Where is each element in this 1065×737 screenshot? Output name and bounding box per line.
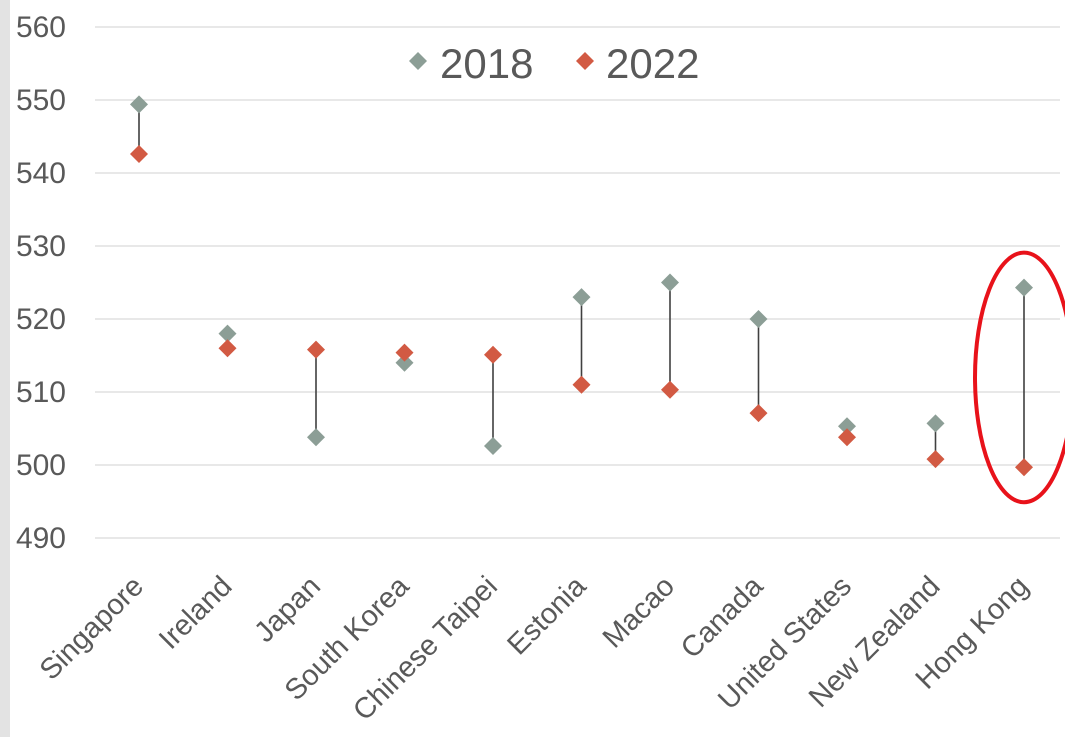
x-tick-label: Ireland (153, 570, 238, 655)
x-tick-label: Singapore (34, 570, 150, 686)
y-axis-tick-labels: 490 500 510 520 530 540 550 560 (16, 11, 66, 555)
marker-2022-4 (484, 345, 502, 364)
marker-2018-6 (661, 273, 679, 292)
legend-marker-2022 (576, 52, 594, 70)
marker-2018-2 (307, 428, 325, 447)
marker-2018-8 (838, 417, 856, 436)
y-tick-label: 490 (16, 522, 66, 555)
y-tick-label: 510 (16, 376, 66, 409)
legend-marker-2018 (409, 52, 427, 70)
legend-label-2018: 2018 (440, 40, 533, 87)
marker-2022-9 (926, 450, 945, 469)
x-tick-label: Estonia (501, 570, 593, 662)
marker-2022-5 (572, 375, 591, 394)
y-tick-label: 500 (16, 449, 66, 482)
marker-2018-1 (218, 324, 237, 343)
marker-2022-7 (749, 404, 768, 423)
marker-2018-7 (749, 310, 768, 328)
highlight-ellipse (973, 250, 1065, 505)
legend-label-2022: 2022 (606, 40, 699, 87)
gridlines (95, 26, 1060, 539)
marker-2022-8 (838, 428, 856, 447)
marker-2022-0 (130, 145, 148, 164)
marker-2018-5 (572, 288, 591, 307)
y-tick-label: 550 (16, 84, 66, 117)
x-tick-label: Japan (248, 570, 326, 648)
marker-2018-3 (395, 353, 414, 372)
highlight-annotation (973, 250, 1065, 505)
marker-2018-9 (926, 414, 945, 433)
y-tick-label: 560 (16, 11, 66, 44)
legend: 2018 2022 (409, 40, 699, 87)
marker-2022-3 (395, 343, 414, 362)
data-markers (130, 95, 1033, 477)
y-tick-label: 540 (16, 157, 66, 190)
y-tick-label: 530 (16, 230, 66, 263)
marker-2022-2 (307, 340, 325, 359)
marker-2022-10 (1015, 458, 1033, 477)
marker-2022-1 (218, 339, 237, 358)
x-tick-label: Macao (597, 570, 681, 654)
connector-lines (138, 104, 1025, 468)
marker-2018-4 (484, 437, 502, 456)
left-edge-strip (0, 0, 10, 737)
marker-2022-6 (661, 380, 679, 399)
marker-2018-10 (1015, 278, 1033, 297)
marker-2018-0 (130, 95, 148, 114)
y-tick-label: 520 (16, 303, 66, 336)
